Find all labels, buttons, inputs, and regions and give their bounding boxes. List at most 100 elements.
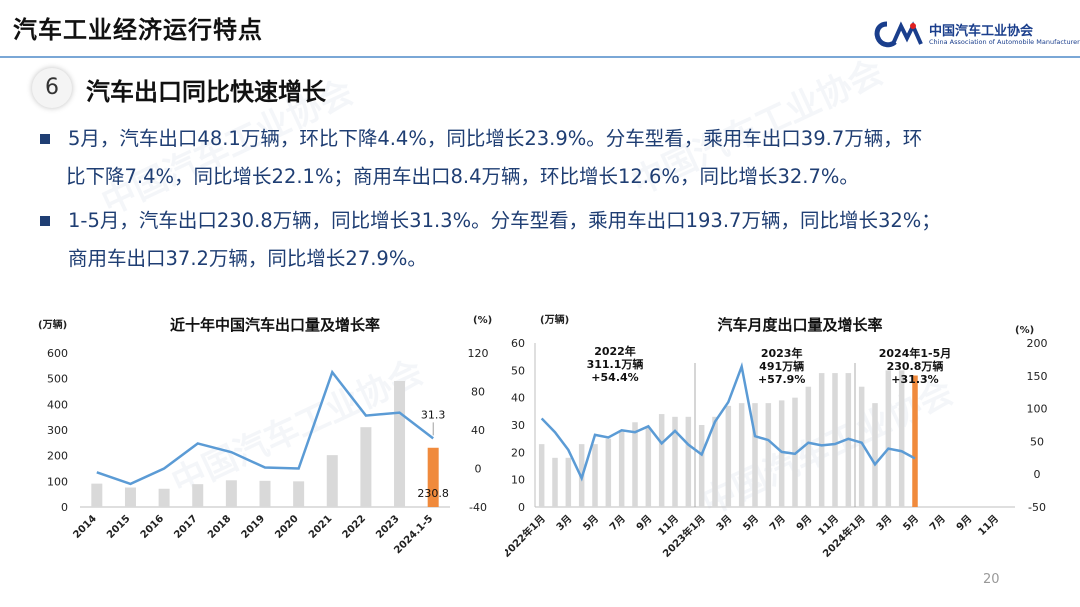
data-label-volume: 230.8 [417, 487, 449, 500]
x-tick-label: 5月 [741, 513, 761, 533]
annotation-text: 2023年 [761, 346, 803, 360]
data-label-growth: 31.3 [421, 408, 446, 421]
y-tick-label: 0 [61, 501, 68, 514]
x-tick-label: 7月 [927, 513, 947, 533]
bar [124, 487, 136, 507]
annotation-text: +57.9% [758, 373, 805, 386]
y-tick-label: 30 [511, 419, 525, 432]
caam-logo: 中国汽车工业协会 China Association of Automobile… [873, 18, 1080, 52]
bar [805, 386, 812, 507]
x-tick-label: 11月 [816, 513, 841, 538]
annotation-text: 230.8万辆 [887, 359, 944, 373]
bar [91, 483, 103, 507]
x-tick-label: 2014 [71, 513, 98, 540]
growth-line [96, 369, 434, 486]
bar [685, 416, 692, 507]
bar [912, 375, 918, 507]
y2-tick-label: 100 [1027, 403, 1048, 416]
x-tick-label: 11月 [976, 513, 1001, 538]
y2-tick-label: 120 [468, 347, 489, 360]
bar [752, 403, 758, 507]
bar [885, 370, 892, 507]
x-tick-label: 2018 [206, 513, 233, 540]
bar [898, 370, 905, 507]
x-tick-label: 5月 [581, 513, 601, 533]
x-tick-label: 2017 [172, 513, 199, 540]
bar [645, 427, 652, 507]
bar [858, 386, 865, 507]
bar [605, 438, 612, 507]
bar [738, 403, 745, 507]
annotation-text: 311.1万辆 [587, 357, 644, 371]
y-tick-label: 20 [511, 446, 525, 459]
bar [725, 405, 732, 507]
annotation-text: +54.4% [591, 371, 638, 384]
bar [192, 484, 204, 507]
bar [394, 380, 406, 507]
y-tick-label: 40 [511, 392, 525, 405]
y2-tick-label: 150 [1027, 370, 1048, 383]
chart-title: 汽车月度出口量及增长率 [717, 316, 882, 334]
bar [565, 457, 572, 507]
paragraph-line: 5月，汽车出口48.1万辆，环比下降4.4%，同比增长23.9%。分车型看，乘用… [68, 127, 923, 150]
right-axis-unit: (%) [473, 315, 492, 326]
y2-tick-label: 80 [471, 386, 485, 399]
header-divider [0, 56, 1080, 58]
bar [832, 373, 838, 507]
x-tick-label: 2022年1月 [505, 512, 548, 560]
y-tick-label: 50 [511, 364, 525, 377]
bullet-square [40, 216, 50, 226]
y-tick-label: 0 [518, 501, 525, 514]
x-tick-label: 2020 [273, 513, 300, 540]
y-tick-label: 100 [47, 475, 68, 488]
x-tick-label: 11月 [656, 513, 681, 538]
bar [293, 481, 305, 507]
bar [778, 400, 785, 507]
y2-tick-label: 50 [1030, 435, 1044, 448]
y-tick-label: 60 [511, 337, 525, 350]
bar [158, 488, 170, 507]
bullet-square [40, 134, 50, 144]
paragraph-jan-may: 1-5月，汽车出口230.8万辆，同比增长31.3%。分车型看，乘用车出口193… [68, 202, 1058, 278]
x-tick-label: 9月 [954, 513, 974, 533]
chart-title: 近十年中国汽车出口量及增长率 [170, 316, 380, 334]
header-title: 汽车工业经济运行特点 [13, 16, 263, 44]
annotation-text: 2024年1-5月 [879, 346, 952, 360]
y2-tick-label: -50 [1028, 501, 1046, 514]
x-tick-label: 3月 [554, 513, 574, 533]
bar [360, 427, 372, 507]
bar [872, 403, 878, 507]
annotation-text: +31.3% [891, 373, 938, 386]
y2-tick-label: 200 [1027, 337, 1048, 350]
bar [698, 425, 705, 507]
paragraph-line: 1-5月，汽车出口230.8万辆，同比增长31.3%。分车型看，乘用车出口193… [68, 209, 941, 232]
logo-name-cn: 中国汽车工业协会 [929, 24, 1034, 39]
bar [672, 416, 678, 507]
y-tick-label: 400 [47, 398, 68, 411]
x-tick-label: 3月 [714, 513, 734, 533]
y2-tick-label: 40 [471, 424, 485, 437]
x-tick-label: 2016 [139, 513, 166, 540]
y2-tick-label: -40 [469, 501, 487, 514]
paragraph-line: 比下降7.4%，同比增长22.1%；商用车出口8.4万辆，环比增长12.6%，同… [66, 165, 859, 188]
y-tick-label: 10 [511, 474, 525, 487]
caam-logo-icon [874, 21, 923, 48]
annotation-text: 491万辆 [759, 359, 804, 373]
x-tick-label: 9月 [634, 513, 654, 533]
x-tick-label: 2023 [374, 513, 401, 540]
section-number: 6 [32, 68, 72, 108]
y2-tick-label: 0 [1034, 468, 1041, 481]
bar [552, 457, 558, 507]
x-tick-label: 2022 [341, 513, 368, 540]
bar [618, 430, 625, 507]
section-title: 汽车出口同比快速增长 [86, 78, 326, 106]
x-tick-label: 2015 [105, 513, 132, 540]
x-tick-label: 9月 [794, 513, 814, 533]
y-tick-label: 600 [47, 347, 68, 360]
x-tick-label: 5月 [901, 513, 921, 533]
left-axis-unit: (万辆) [38, 318, 67, 331]
y-tick-label: 200 [47, 450, 68, 463]
x-tick-label: 3月 [874, 513, 894, 533]
bar [632, 422, 638, 507]
bar [326, 455, 338, 507]
